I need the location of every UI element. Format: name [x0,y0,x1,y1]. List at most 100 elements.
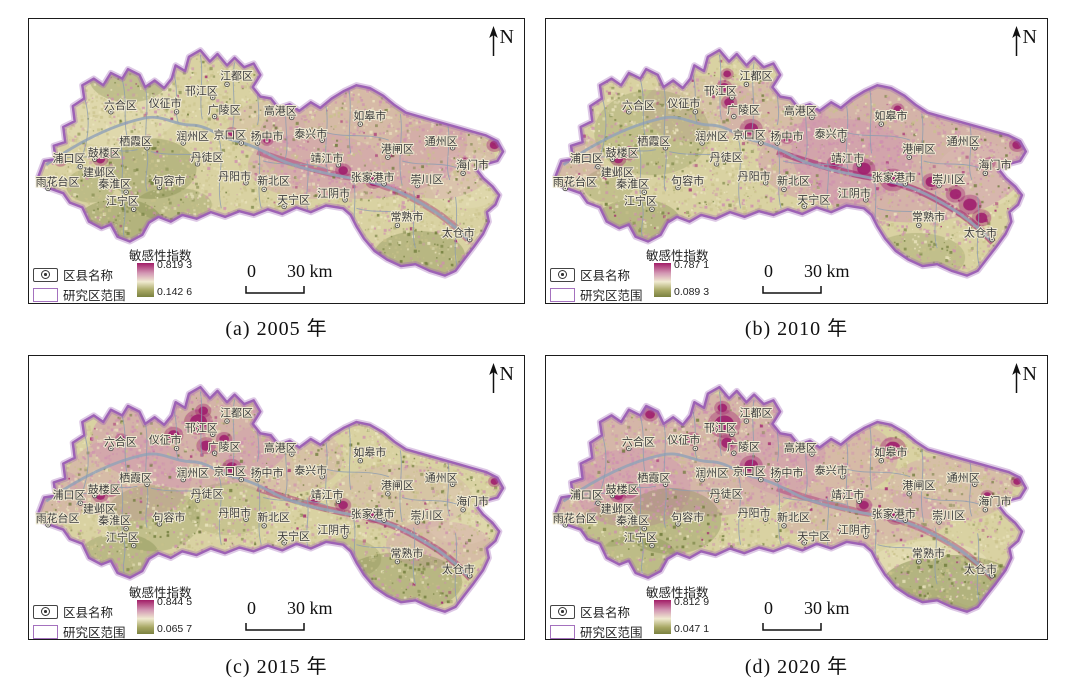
district-marker-icon [385,154,391,160]
scale-zero: 0 [247,261,256,281]
district-label: 栖霞区 [119,471,152,485]
color-ramp [654,600,671,634]
district-marker-icon [692,445,699,452]
scale-zero: 0 [764,261,773,281]
scale-distance: 30 km [804,261,850,281]
district-label: 邗江区 [185,422,218,435]
study-area-boundary [554,385,1028,613]
district-label: 高港区 [784,104,817,118]
district-marker-icon [180,140,186,146]
district-label: 江宁区 [624,530,657,544]
district-marker-icon [254,140,261,146]
district-label: 京口区 [733,464,766,478]
district-marker-icon [626,176,632,182]
district-label-icon [33,267,58,282]
district-label: 句容市 [671,510,704,524]
district-marker-icon [856,498,862,504]
district-label: 通州区 [947,472,980,485]
district-label: 太仓市 [964,562,997,576]
district-marker-icon [156,184,163,191]
scale-distance: 30 km [804,598,850,618]
district-marker-icon [261,186,267,193]
scale-bar: 0 30 km [241,261,371,301]
district-marker-icon [467,236,473,243]
district-boundaries [562,391,994,604]
bullseye-icon [558,607,567,616]
district-label: 海门市 [978,494,1011,508]
district-marker-icon [467,573,473,579]
district-marker-icon [936,182,942,189]
district-marker-icon [743,81,750,88]
district-marker-icon [989,573,995,579]
district-marker-icon [385,491,391,497]
district-marker-icon [902,181,909,187]
district-marker-icon [626,445,632,452]
district-label: 天宁区 [277,529,310,543]
district-marker-icon [626,109,632,115]
district-label: 泰兴市 [815,463,848,477]
district-label: 润州区 [695,466,728,480]
legend-key-extent: 研究区范围 [550,285,643,304]
legend-key-districts: 区县名称 [33,265,113,284]
district-marker-icon [210,94,216,101]
district-label: 太仓市 [964,226,997,240]
district-marker-icon [936,519,942,525]
district-boundaries [562,54,994,268]
district-marker-icon [335,498,342,504]
bullseye-icon [41,607,50,616]
scale-distance: 30 km [287,598,333,618]
district-label: 如皋市 [353,108,386,122]
map-panel-2010: 江都区 邗江区 六合区 仪征市 广陵区 高港区 如皋市 泰兴市 润州区 京口区 扬中市 栖霞区 港闸区通… [545,18,1048,304]
district-label: 港闸区 [381,479,414,492]
district-marker-icon [91,156,98,162]
district-label: 秦淮区 [616,513,649,527]
district-label: 仪征市 [149,96,182,110]
district-label: 建邺区 [601,165,634,179]
district-label: 崇川区 [410,173,443,186]
district-label: 句容市 [153,174,186,188]
yangtze-river-line [45,452,471,579]
scale-zero: 0 [247,598,256,618]
district-label: 高港区 [264,104,297,118]
legend-title: 敏感性指数 [129,249,192,263]
district-marker-icon [863,197,869,203]
district-marker-icon [449,481,456,487]
study-area-icon [33,624,58,639]
district-label: 仪征市 [667,433,700,447]
district-label: 江阴市 [838,522,871,536]
north-label: N [499,363,514,385]
district-label: 六合区 [104,98,137,112]
map-legend: 敏感性指数 0.787 1 0.089 3 区县名称 研究区范围 [550,239,770,303]
district-label: 润州区 [176,466,209,480]
district-label: 港闸区 [381,143,414,156]
scale-zero: 0 [764,598,773,618]
district-label: 仪征市 [667,96,700,110]
district-marker-icon [414,519,421,525]
district-label: 新北区 [777,510,810,524]
district-label: 邗江区 [185,85,218,98]
district-marker-icon [641,189,648,195]
district-marker-icon [762,516,769,522]
district-marker-icon [649,542,655,549]
district-label: 六合区 [622,435,655,449]
district-label: 丹阳市 [737,505,770,519]
district-marker-icon [758,140,764,146]
district-label: 浦口区 [570,152,603,165]
district-marker-icon [562,522,569,528]
legend-max-value: 0.812 9 [674,596,710,608]
legend-key-extent: 研究区范围 [550,622,643,641]
district-marker-icon [281,203,287,210]
north-arrow-icon [488,26,498,56]
district-marker-icon [626,512,632,519]
map-raster [546,19,1047,303]
district-marker-icon [211,450,218,456]
district-label: 海门市 [456,494,489,508]
district-marker-icon [194,161,201,167]
district-label: 京口区 [213,464,246,478]
district-marker-icon [335,162,342,168]
district-marker-icon [460,170,466,177]
district-marker-icon [460,507,466,513]
district-label: 崇川区 [411,509,444,522]
yangtze-river-line [562,452,994,579]
district-marker-icon [675,521,681,527]
